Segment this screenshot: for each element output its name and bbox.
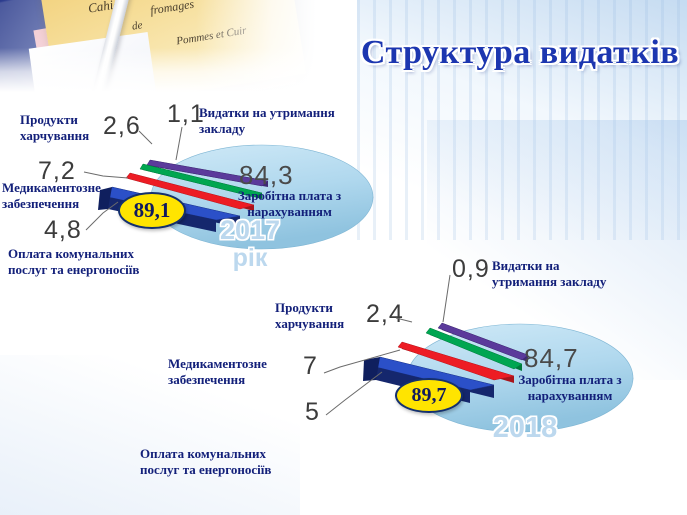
pie-2017-value-maintenance: 1,1 (167, 100, 205, 128)
pie-2018-label-maintenance-line2: утримання закладу (492, 274, 607, 289)
pie-2017-total-badge: 89,1 (118, 192, 186, 229)
pie-2017-label-utilities-line2: послуг та енергоносіїв (8, 262, 140, 277)
pie-2018-total-badge: 89,7 (395, 378, 463, 413)
pie-2017-value-utilities: 4,8 (44, 216, 82, 244)
pie-2017-label-maintenance-line2: закладу (199, 121, 246, 136)
pie-2018-value-maintenance: 0,9 (452, 255, 490, 283)
pie-2018-value-salary: 84,7 (524, 343, 579, 373)
pie-2018-slice-food (425, 327, 523, 371)
pie-2018-label-food-line2: харчування (275, 316, 345, 331)
pie-2018-value-utilities: 5 (305, 398, 320, 426)
pie-2017-value-food: 2,6 (103, 112, 141, 140)
pie-chart-2017 (90, 140, 380, 270)
pie-2017-value-salary: 84,3 (239, 160, 294, 190)
page-title: Структура видатків (360, 34, 680, 71)
background-glow-top-right (357, 0, 687, 240)
pie-2018-value-medicine: 7 (303, 352, 318, 380)
photo-fade-right (0, 0, 316, 92)
pie-2018-label-medicine-line1: Медикаментозне (168, 356, 267, 371)
pie-2018-label-medicine-line2: забезпечення (168, 372, 246, 387)
pie-2018-value-food: 2,4 (366, 300, 404, 328)
pie-2018-slice-medicine (397, 341, 515, 383)
pie-2017-label-maintenance-line1: Видатки на утримання (199, 105, 335, 120)
pie-2018-label-salary-line1: Заробітна плата з (518, 372, 622, 387)
pie-2017-label-medicine-line2: забезпечення (2, 196, 80, 211)
pie-2018-label-salary-line2: нарахуванням (527, 388, 613, 403)
pie-2018-label-utilities-line2: послуг та енергоносіїв (140, 462, 272, 477)
pie-2017-svg (98, 144, 374, 250)
pie-2018-label-food-line1: Продукти (275, 300, 333, 315)
pie-2017-label-salary-line2: нарахуванням (247, 204, 332, 219)
pie-2017-label-medicine-line1: Медикаментозне (2, 180, 101, 195)
decorative-notebook-photo: Cahier fromages de Pommes et Cuir (0, 0, 316, 92)
pie-2017-label-utilities-line1: Оплата комунальних (8, 246, 135, 261)
background-glow-bottom-left (0, 355, 300, 515)
pie-2017-label-food-line2: харчування (20, 128, 90, 143)
pie-2017-value-medicine: 7,2 (38, 157, 76, 185)
pie-2018-label-maintenance-line1: Видатки на (492, 258, 560, 273)
pie-2017-slice-maintenance (146, 159, 269, 187)
pie-2018-year-line1: 2018 (492, 412, 558, 444)
pie-2017-label-food-line1: Продукти (20, 112, 78, 127)
pie-2018-label-utilities-line1: Оплата комунальних (140, 446, 267, 461)
pie-2018-slice-maintenance (437, 322, 529, 362)
pie-2017-year-line1: 2017 (219, 215, 281, 245)
pie-2017-label-salary-line1: Заробітна плата з (237, 188, 342, 203)
pie-2017-year-line2: рік (232, 244, 268, 272)
pie-2017-slice-food (139, 163, 263, 199)
